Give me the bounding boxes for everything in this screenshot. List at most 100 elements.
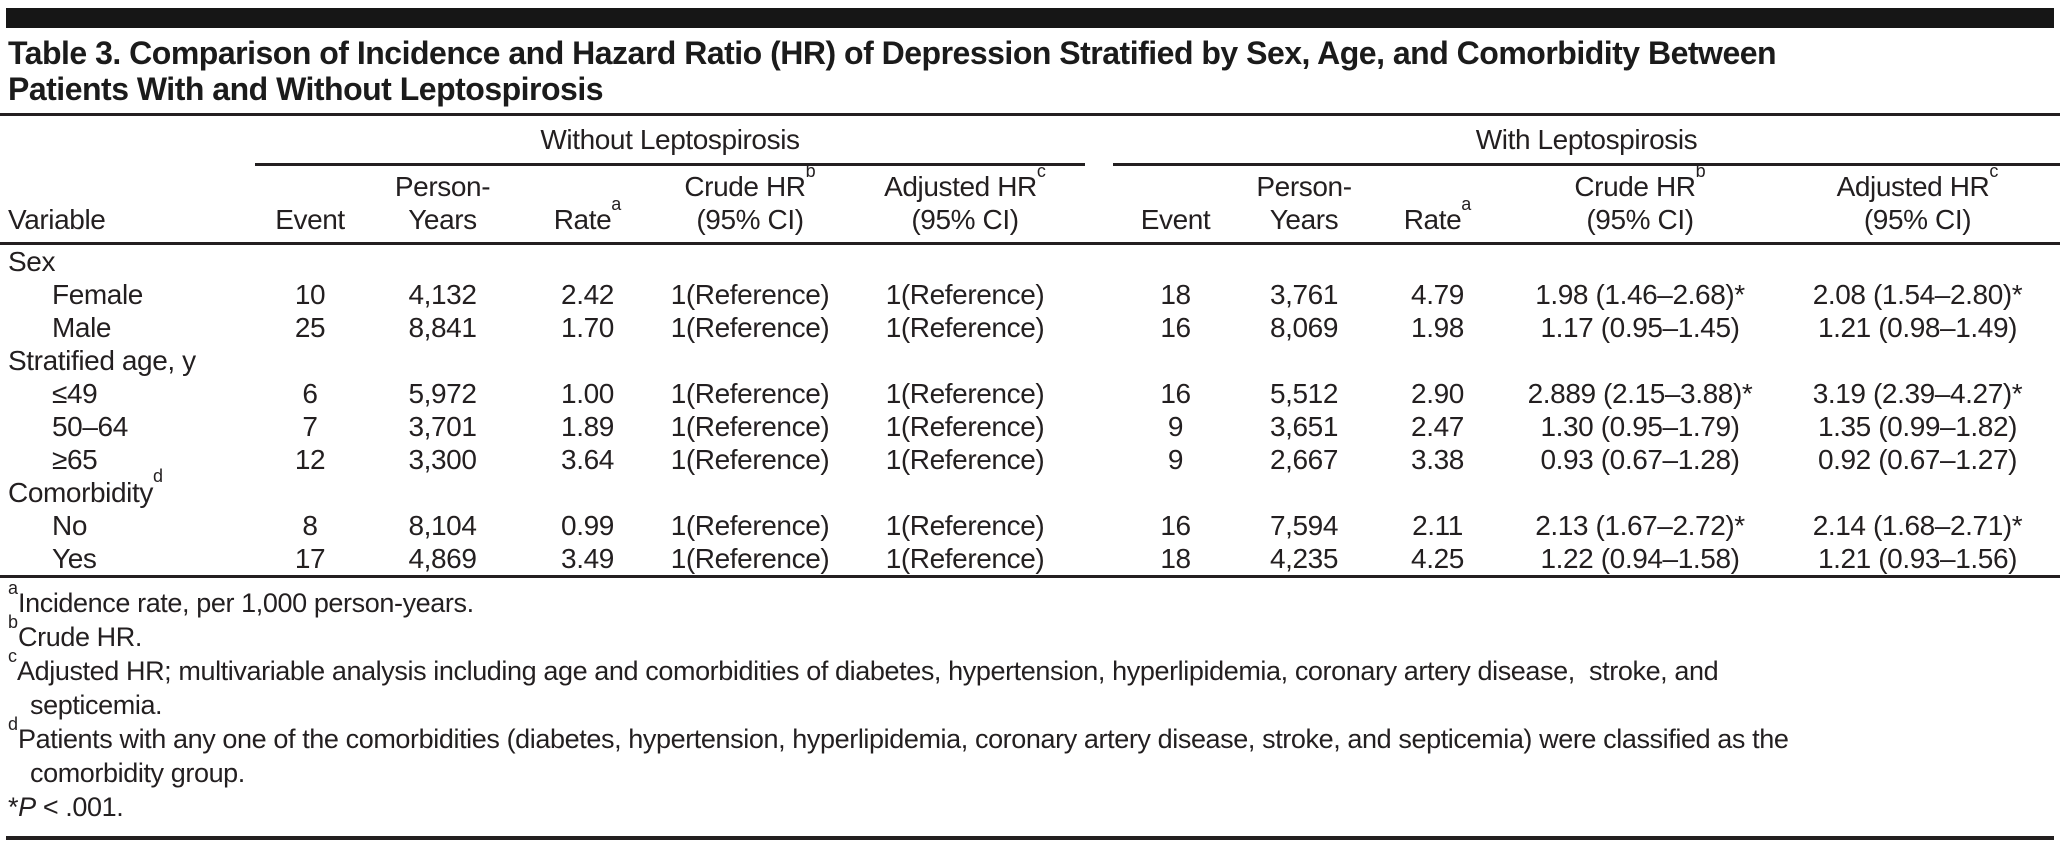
cell: 0.93 (0.67–1.28) bbox=[1540, 443, 1740, 475]
cell: 8,841 bbox=[408, 311, 477, 343]
cell: 3,701 bbox=[408, 410, 477, 442]
row-label: Male bbox=[52, 311, 112, 343]
cell: 3,761 bbox=[1269, 278, 1339, 310]
spacer-cell bbox=[1085, 542, 1113, 577]
table-title-line-1: Table 3. Comparison of Incidence and Haz… bbox=[8, 35, 1777, 71]
table-row-comorbidity-section: Comorbidityd bbox=[0, 467, 2060, 509]
cell: 5,972 bbox=[408, 377, 477, 409]
cell: 7 bbox=[302, 410, 318, 442]
cell: 4.79 bbox=[1411, 278, 1464, 310]
cell: 2.889 (2.15–3.88)* bbox=[1527, 377, 1753, 409]
cell: 1(Reference) bbox=[670, 410, 830, 442]
cell: 3.19 (2.39–4.27)* bbox=[1812, 377, 2023, 409]
cell: 16 bbox=[1160, 509, 1191, 541]
column-header-rate-with: Ratea bbox=[1370, 164, 1505, 245]
cell: 9 bbox=[1167, 443, 1184, 475]
table-row-age-le49: ≤49 6 5,972 1.00 1(Reference) 1(Referenc… bbox=[0, 377, 2060, 410]
group-header-gap bbox=[1085, 115, 1113, 165]
column-header-crude-hr-without: Crude HRb (95% CI) bbox=[655, 162, 845, 245]
cell: 2.47 bbox=[1411, 410, 1464, 442]
cell: 2.14 (1.68–2.71)* bbox=[1812, 509, 2023, 541]
cell: 1(Reference) bbox=[885, 443, 1045, 475]
cell: 1.30 (0.95–1.79) bbox=[1540, 410, 1740, 442]
cell: 1(Reference) bbox=[885, 278, 1045, 310]
cell: 1.35 (0.99–1.82) bbox=[1817, 410, 2018, 442]
column-header-event-without: Event bbox=[255, 164, 365, 245]
group-header-spacer-left bbox=[0, 115, 255, 165]
cell: 1(Reference) bbox=[885, 542, 1045, 574]
column-header-adjusted-hr-without: Adjusted HRc (95% CI) bbox=[845, 162, 1085, 245]
spacer-cell bbox=[1085, 410, 1113, 443]
cell: 18 bbox=[1160, 278, 1191, 310]
top-rule bbox=[6, 8, 2054, 28]
table-title-line-2: Patients With and Without Leptospirosis bbox=[8, 71, 604, 107]
cell: 10 bbox=[294, 278, 326, 310]
table-row-comorbidity-no: No 8 8,104 0.99 1(Reference) 1(Reference… bbox=[0, 509, 2060, 542]
cell: 1.17 (0.95–1.45) bbox=[1540, 311, 1740, 343]
footnote-significance: *P < .001. bbox=[8, 792, 124, 822]
cell: 3,300 bbox=[408, 443, 477, 475]
spacer-cell bbox=[1085, 377, 1113, 410]
row-label: Yes bbox=[52, 542, 97, 574]
cell: 8 bbox=[302, 509, 318, 541]
cell: 4,132 bbox=[408, 278, 477, 310]
cell: 16 bbox=[1160, 311, 1191, 343]
column-header-crude-hr-with: Crude HRb (95% CI) bbox=[1505, 162, 1775, 245]
cell: 2.42 bbox=[561, 278, 614, 310]
cell: 3.49 bbox=[561, 542, 614, 574]
group-header-row: Without Leptospirosis With Leptospirosis bbox=[0, 114, 2060, 166]
cell: 1(Reference) bbox=[885, 311, 1045, 343]
cell: 1(Reference) bbox=[885, 509, 1045, 541]
cell: 1(Reference) bbox=[670, 443, 830, 475]
bottom-rule bbox=[6, 836, 2054, 840]
column-header-person-years-with: Person- Years bbox=[1238, 164, 1370, 245]
column-header-variable: Variable bbox=[0, 164, 255, 245]
cell: 12 bbox=[294, 443, 326, 475]
table-row-male: Male 25 8,841 1.70 1(Reference) 1(Refere… bbox=[0, 311, 2060, 344]
cell: 16 bbox=[1160, 377, 1191, 409]
cell: 1(Reference) bbox=[670, 278, 830, 310]
footnote-c-line-2: septicemia. bbox=[30, 690, 163, 720]
section-label: Stratified age, y bbox=[8, 344, 196, 376]
cell: 3.38 bbox=[1411, 443, 1464, 475]
cell: 1(Reference) bbox=[885, 377, 1045, 409]
row-label: ≤49 bbox=[52, 377, 98, 409]
column-header-rate-without: Ratea bbox=[520, 164, 655, 245]
table-row-sex-section: Sex bbox=[0, 244, 2060, 279]
cell: 1.98 bbox=[1411, 311, 1464, 343]
cell: 8,069 bbox=[1269, 311, 1339, 343]
table-row-age-section: Stratified age, y bbox=[0, 344, 2060, 377]
cell: 25 bbox=[294, 311, 326, 343]
footnote-b: bCrude HR. bbox=[8, 612, 142, 652]
table-row-comorbidity-yes: Yes 17 4,869 3.49 1(Reference) 1(Referen… bbox=[0, 542, 2060, 577]
footnote-c-line-1: cAdjusted HR; multivariable analysis inc… bbox=[8, 646, 1719, 686]
footnote-d-line-1: dPatients with any one of the comorbidit… bbox=[8, 714, 1789, 754]
column-header-person-years-without: Person- Years bbox=[365, 164, 520, 245]
spacer-cell bbox=[1085, 278, 1113, 311]
column-header-adjusted-hr-with: Adjusted HRc (95% CI) bbox=[1775, 162, 2060, 245]
cell: 3,651 bbox=[1269, 410, 1339, 442]
cell: 17 bbox=[294, 542, 326, 574]
cell: 9 bbox=[1167, 410, 1184, 442]
section-label: Sex bbox=[8, 245, 56, 277]
cell: 4,235 bbox=[1269, 542, 1339, 574]
spacer-cell bbox=[1085, 443, 1113, 476]
cell: 8,104 bbox=[408, 509, 477, 541]
cell: 1.00 bbox=[561, 377, 614, 409]
cell: 6 bbox=[302, 377, 318, 409]
cell: 1(Reference) bbox=[670, 311, 830, 343]
footnote-d-line-2: comorbidity group. bbox=[30, 758, 245, 788]
cell: 3.64 bbox=[561, 443, 614, 475]
row-label: Female bbox=[52, 278, 143, 310]
cell: 2.13 (1.67–2.72)* bbox=[1535, 509, 1745, 541]
group-header-without: Without Leptospirosis bbox=[255, 114, 1085, 166]
cell: 1.70 bbox=[561, 311, 614, 343]
cell: 0.92 (0.67–1.27) bbox=[1817, 443, 2018, 475]
table-row-female: Female 10 4,132 2.42 1(Reference) 1(Refe… bbox=[0, 278, 2060, 311]
cell: 7,594 bbox=[1269, 509, 1339, 541]
footnotes: aIncidence rate, per 1,000 person-years.… bbox=[0, 578, 2060, 824]
cell: 1.98 (1.46–2.68)* bbox=[1535, 278, 1745, 310]
cell: 1(Reference) bbox=[670, 509, 830, 541]
cell: 18 bbox=[1160, 542, 1191, 574]
